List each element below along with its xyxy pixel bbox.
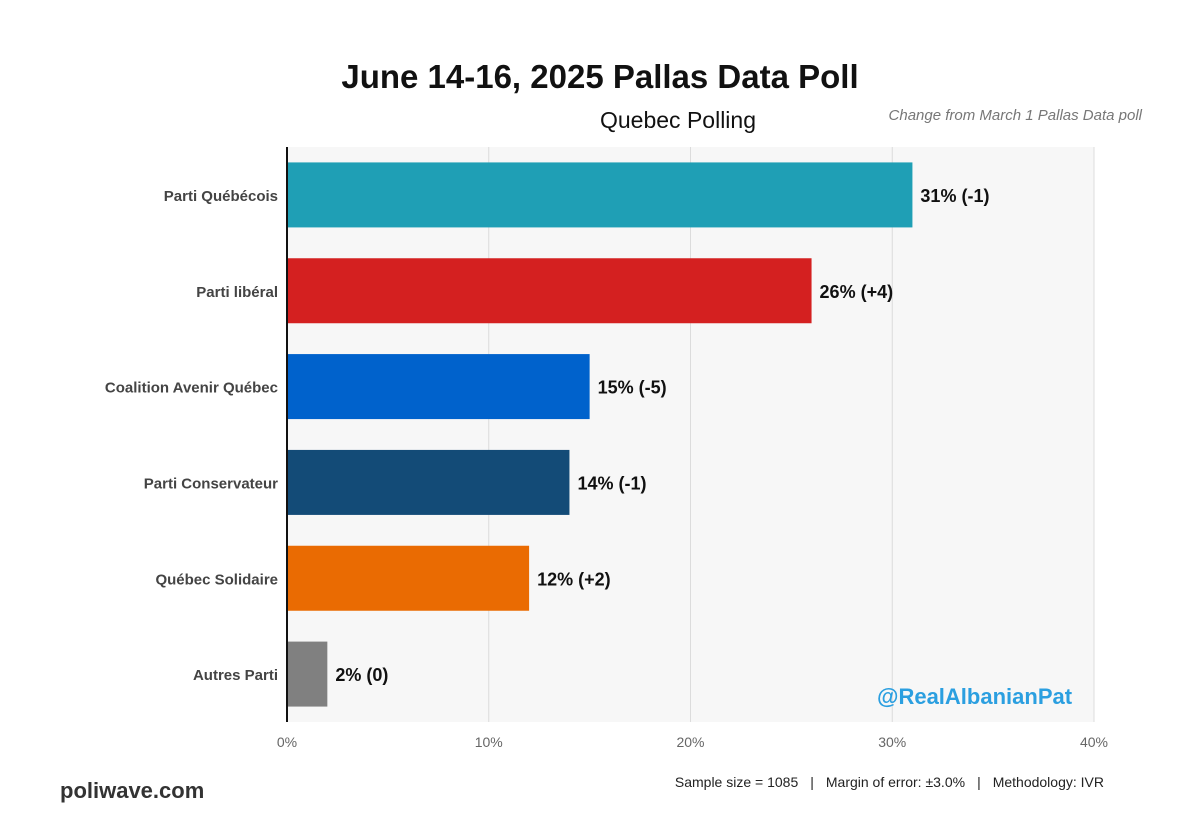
- bar: [287, 545, 530, 611]
- methodology-footer: Sample size = 1085 | Margin of error: ±3.0…: [675, 774, 1104, 790]
- category-label: Coalition Avenir Québec: [105, 380, 278, 397]
- chart-subtitle: Quebec Polling: [600, 107, 756, 133]
- category-label: Parti Québécois: [164, 188, 278, 205]
- margin-of-error: Margin of error: ±3.0%: [825, 774, 966, 790]
- x-tick-label: 20%: [676, 734, 704, 750]
- methodology: Methodology: IVR: [992, 774, 1104, 790]
- x-tick-label: 30%: [878, 734, 906, 750]
- x-tick-label: 10%: [475, 734, 503, 750]
- watermark-handle: @RealAlbanianPat: [877, 684, 1073, 709]
- bar: [287, 641, 328, 707]
- x-tick-label: 40%: [1080, 734, 1108, 750]
- data-label: 14% (-1): [577, 473, 646, 493]
- bar: [287, 162, 913, 228]
- category-label: Québec Solidaire: [155, 571, 278, 588]
- source-label: poliwave.com: [60, 778, 205, 803]
- data-label: 2% (0): [335, 665, 388, 685]
- x-tick-label: 0%: [277, 734, 297, 750]
- data-label: 15% (-5): [598, 378, 667, 398]
- category-label: Autres Parti: [193, 667, 278, 684]
- bar: [287, 449, 570, 515]
- bar: [287, 354, 590, 420]
- sample-size: Sample size = 1085: [674, 774, 799, 790]
- category-label: Parti libéral: [196, 284, 278, 301]
- data-label: 31% (-1): [920, 186, 989, 206]
- bar: [287, 258, 812, 324]
- data-label: 26% (+4): [820, 282, 894, 302]
- separator: |: [810, 774, 814, 790]
- chart-title: June 14-16, 2025 Pallas Data Poll: [341, 58, 859, 95]
- separator: |: [977, 774, 981, 790]
- data-label: 12% (+2): [537, 569, 611, 589]
- category-label: Parti Conservateur: [144, 475, 278, 492]
- change-note: Change from March 1 Pallas Data poll: [888, 107, 1142, 124]
